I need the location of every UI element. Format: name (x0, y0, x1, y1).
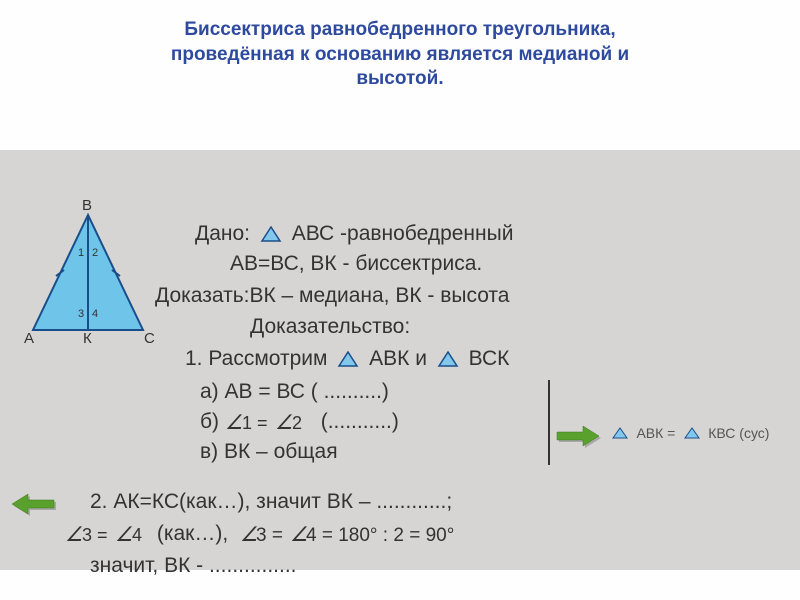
header: Биссектриса равнобедренного треугольника… (0, 0, 800, 100)
step1-a: а) АВ = ВС ( ..........) (200, 378, 389, 406)
svg-text:3 =: 3 = (82, 525, 108, 545)
svg-text:∠: ∠ (225, 412, 243, 434)
triangle-figure: В А С К 1 2 3 4 (28, 210, 173, 360)
arrow-right-icon (555, 422, 605, 450)
angle-num-3: 3 (78, 308, 84, 320)
step1-intro: 1. Рассмотрим АВК и ВСК (185, 345, 509, 373)
angle-num-1: 1 (78, 247, 84, 259)
triangle-svg (28, 210, 173, 350)
step2-line3: значит, ВК - ............... (90, 552, 297, 580)
svg-text:∠: ∠ (65, 524, 83, 546)
angle-num-4: 4 (92, 308, 98, 320)
step1-c: в) ВК – общая (200, 438, 338, 466)
svg-text:∠: ∠ (115, 524, 133, 546)
vertex-left-label: А (24, 330, 34, 347)
svg-text:3 =: 3 = (256, 525, 283, 546)
vertex-top-label: В (82, 197, 92, 214)
mini-triangle-icon (437, 351, 459, 367)
angle-1-eq-2-icon: ∠ 1 = ∠ 2 (225, 412, 315, 434)
svg-text:2: 2 (292, 413, 302, 433)
sus-post: КВС (сус) (708, 425, 769, 441)
arrow-left-icon (8, 490, 58, 518)
vertex-right-label: С (144, 330, 155, 347)
step2-line1: 2. АК=КС(как…), значит ВК – ............… (90, 488, 452, 516)
step1-intro-c: ВСК (469, 347, 510, 370)
svg-text:4: 4 (132, 525, 142, 545)
header-line-3: высотой. (30, 67, 770, 92)
given-line-1: Дано: АВС -равнобедренный (195, 220, 513, 248)
step1-intro-b: АВК и (369, 347, 427, 370)
svg-text:1 =: 1 = (242, 413, 268, 433)
formula-icon: ∠ 3 = ∠ 4 = 180° : 2 = 90° (240, 522, 490, 548)
svg-text:4 = 180° : 2 = 90°: 4 = 180° : 2 = 90° (306, 525, 454, 546)
given-line-2: АВ=ВС, ВК - биссектриса. (230, 250, 482, 278)
angle-num-2: 2 (92, 247, 98, 259)
step2-line2: ∠ 3 = ∠ 4 (как…), ∠ 3 = ∠ 4 = 180° : 2 =… (65, 520, 490, 548)
header-line-2: проведённая к основанию является медиано… (30, 43, 770, 68)
arrow-right-block (555, 422, 605, 450)
prove-line: Доказать:ВК – медиана, ВК - высота (155, 282, 510, 310)
mini-triangle-icon (337, 351, 359, 367)
angle-3-eq-4-small-icon: ∠ 3 = ∠ 4 (65, 524, 155, 546)
given-label: Дано: (195, 222, 250, 245)
step1-intro-a: 1. Рассмотрим (185, 347, 327, 370)
mini-triangle-icon (260, 226, 282, 242)
step1-b: б) ∠ 1 = ∠ 2 (...........) (200, 408, 399, 436)
svg-text:∠: ∠ (275, 412, 293, 434)
step1-b-pre: б) (200, 410, 225, 433)
proof-label: Доказательство: (250, 313, 410, 341)
mini-triangle-icon (612, 427, 628, 439)
step2-line2-pre: (как…), (157, 522, 228, 545)
vertical-divider (548, 380, 550, 465)
given-abc: АВС -равнобедренный (292, 222, 514, 245)
arrow-left-block (8, 490, 58, 518)
step1-b-post: (...........) (321, 410, 399, 433)
sus-result: АВК = КВС (сус) (608, 425, 769, 443)
mini-triangle-icon (684, 427, 700, 439)
vertex-mid-label: К (83, 330, 92, 347)
sus-pre: АВК = (636, 425, 675, 441)
header-line-1: Биссектриса равнобедренного треугольника… (30, 18, 770, 43)
